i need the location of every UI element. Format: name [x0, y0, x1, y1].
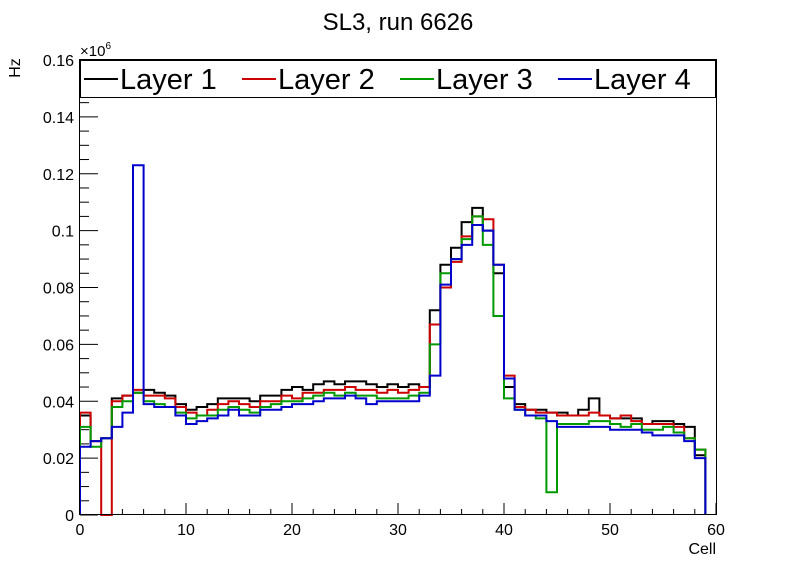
- legend-label-layer-2: Layer 2: [278, 64, 375, 96]
- plot-frame: [79, 59, 717, 515]
- x-tick-label: 50: [601, 522, 619, 539]
- y-tick-label: 0.04: [43, 394, 74, 411]
- x-tick-label: 20: [283, 522, 301, 539]
- y-axis-exponent-power: 6: [105, 41, 111, 52]
- y-tick-label: 0.08: [43, 281, 74, 298]
- legend-label-layer-1: Layer 1: [120, 64, 217, 96]
- x-tick-label: 10: [177, 522, 195, 539]
- y-tick-label: 0.12: [43, 167, 74, 184]
- legend-label-layer-4: Layer 4: [594, 64, 691, 96]
- series-line-layer-4: [79, 164, 707, 515]
- y-axis-exponent-base: ×10: [80, 43, 105, 60]
- axis-tick-labels: 0 10 20 30 40 50 60 0 0.02 0.04 0.06 0.08 0.1 0.12 0.1…: [43, 53, 725, 539]
- x-tick-label: 0: [76, 522, 85, 539]
- y-tick-label: 0: [65, 508, 74, 525]
- series-line-layer-2: [79, 215, 707, 516]
- legend-label-layer-3: Layer 3: [436, 64, 533, 96]
- y-tick-label: 0.02: [43, 451, 74, 468]
- y-axis-exponent: ×106: [80, 41, 111, 60]
- legend: Layer 1 Layer 2 Layer 3 Layer 4: [80, 60, 716, 98]
- x-tick-label: 60: [707, 522, 725, 539]
- histogram-series: [79, 164, 707, 516]
- y-tick-label: 0.06: [43, 337, 74, 354]
- legend-box: [80, 60, 716, 98]
- chart-title: SL3, run 6626: [323, 9, 474, 36]
- x-tick-label: 30: [389, 522, 407, 539]
- y-tick-label: 0.14: [43, 110, 74, 127]
- y-axis-label: Hz: [7, 58, 24, 78]
- y-tick-label: 0.1: [52, 224, 74, 241]
- x-tick-label: 40: [495, 522, 513, 539]
- y-tick-label: 0.16: [43, 53, 74, 70]
- x-axis-label: Cell: [688, 541, 716, 558]
